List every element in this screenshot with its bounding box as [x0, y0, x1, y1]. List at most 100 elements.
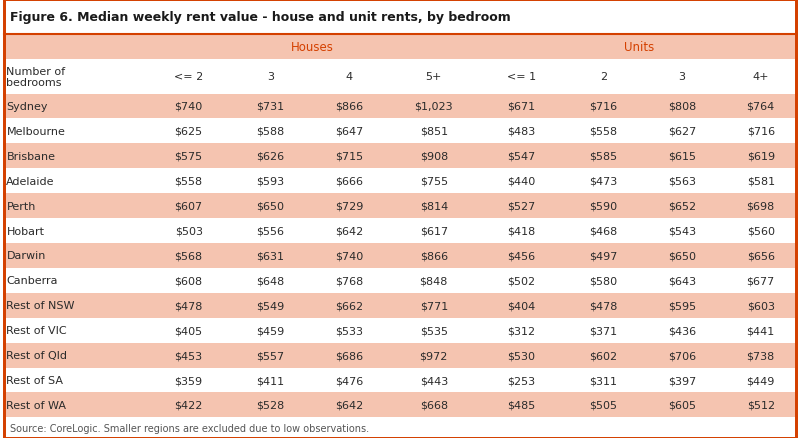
- Text: $771: $771: [420, 300, 448, 311]
- Text: Darwin: Darwin: [6, 251, 46, 261]
- Text: $558: $558: [174, 177, 202, 186]
- Text: $619: $619: [746, 152, 774, 162]
- Text: $668: $668: [420, 400, 448, 410]
- Text: $253: $253: [507, 375, 536, 385]
- Text: $512: $512: [746, 400, 774, 410]
- Text: $755: $755: [420, 177, 448, 186]
- Text: $603: $603: [746, 300, 774, 311]
- Text: $485: $485: [507, 400, 536, 410]
- Bar: [4, 417, 796, 438]
- Text: 3: 3: [678, 72, 686, 82]
- Text: $650: $650: [668, 251, 696, 261]
- Text: $476: $476: [335, 375, 363, 385]
- Text: $543: $543: [668, 226, 696, 236]
- Text: $588: $588: [256, 127, 285, 137]
- Text: $908: $908: [420, 152, 448, 162]
- Text: $866: $866: [335, 102, 363, 112]
- Text: $527: $527: [507, 201, 536, 211]
- Text: $456: $456: [507, 251, 536, 261]
- Text: $585: $585: [590, 152, 618, 162]
- Text: $418: $418: [507, 226, 536, 236]
- Text: $648: $648: [256, 276, 285, 286]
- Text: Houses: Houses: [291, 41, 334, 54]
- Text: $411: $411: [257, 375, 285, 385]
- Text: $593: $593: [257, 177, 285, 186]
- Text: $605: $605: [668, 400, 696, 410]
- Text: $580: $580: [590, 276, 618, 286]
- Text: $558: $558: [590, 127, 618, 137]
- Text: $662: $662: [335, 300, 363, 311]
- Bar: [4, 318, 796, 343]
- Text: $631: $631: [257, 251, 285, 261]
- Text: $505: $505: [590, 400, 618, 410]
- Bar: [0, 0, 800, 35]
- Text: $312: $312: [507, 325, 536, 336]
- Bar: [4, 35, 796, 60]
- Text: $528: $528: [256, 400, 285, 410]
- Text: $738: $738: [746, 350, 775, 360]
- Text: $502: $502: [507, 276, 536, 286]
- Text: $422: $422: [174, 400, 203, 410]
- Text: $478: $478: [590, 300, 618, 311]
- Text: $311: $311: [590, 375, 618, 385]
- Text: 4: 4: [346, 72, 353, 82]
- Text: $478: $478: [174, 300, 203, 311]
- Text: $731: $731: [257, 102, 285, 112]
- Text: $666: $666: [335, 177, 363, 186]
- Text: $547: $547: [507, 152, 536, 162]
- Text: $371: $371: [590, 325, 618, 336]
- Text: $563: $563: [668, 177, 696, 186]
- Text: $740: $740: [174, 102, 202, 112]
- Bar: [4, 244, 796, 268]
- Text: <= 1: <= 1: [507, 72, 536, 82]
- Text: $866: $866: [420, 251, 448, 261]
- Text: $497: $497: [590, 251, 618, 261]
- Bar: [4, 219, 796, 244]
- Text: $590: $590: [590, 201, 618, 211]
- Text: Rest of Qld: Rest of Qld: [6, 350, 67, 360]
- Bar: [4, 268, 796, 293]
- Bar: [4, 60, 796, 94]
- Text: Source: CoreLogic. Smaller regions are excluded due to low observations.: Source: CoreLogic. Smaller regions are e…: [10, 423, 369, 433]
- Text: $626: $626: [257, 152, 285, 162]
- Text: Rest of NSW: Rest of NSW: [6, 300, 75, 311]
- Text: $436: $436: [668, 325, 696, 336]
- Text: Figure 6. Median weekly rent value - house and unit rents, by bedroom: Figure 6. Median weekly rent value - hou…: [10, 11, 510, 24]
- Bar: [4, 169, 796, 194]
- Text: $602: $602: [590, 350, 618, 360]
- Text: $549: $549: [256, 300, 285, 311]
- Text: Canberra: Canberra: [6, 276, 58, 286]
- Text: $443: $443: [420, 375, 448, 385]
- Text: Hobart: Hobart: [6, 226, 45, 236]
- Text: <= 2: <= 2: [174, 72, 203, 82]
- Bar: [4, 94, 796, 119]
- Text: $405: $405: [174, 325, 202, 336]
- Text: $617: $617: [420, 226, 448, 236]
- Text: 4+: 4+: [753, 72, 769, 82]
- Text: 3: 3: [267, 72, 274, 82]
- Text: $698: $698: [746, 201, 775, 211]
- Bar: [4, 194, 796, 219]
- Text: Melbourne: Melbourne: [6, 127, 66, 137]
- Text: Brisbane: Brisbane: [6, 152, 55, 162]
- Text: $972: $972: [419, 350, 448, 360]
- Text: $535: $535: [420, 325, 448, 336]
- Text: $615: $615: [668, 152, 696, 162]
- Bar: [4, 119, 796, 144]
- Text: $397: $397: [668, 375, 696, 385]
- Text: $440: $440: [507, 177, 536, 186]
- Text: Rest of VIC: Rest of VIC: [6, 325, 67, 336]
- Bar: [4, 368, 796, 392]
- Text: Adelaide: Adelaide: [6, 177, 55, 186]
- Text: $656: $656: [746, 251, 774, 261]
- Text: $647: $647: [335, 127, 363, 137]
- Text: $556: $556: [257, 226, 285, 236]
- Text: $581: $581: [746, 177, 774, 186]
- Text: Number of
bedrooms: Number of bedrooms: [6, 67, 66, 88]
- Text: $453: $453: [174, 350, 202, 360]
- Text: Sydney: Sydney: [6, 102, 48, 112]
- Bar: [4, 392, 796, 417]
- Text: $575: $575: [174, 152, 202, 162]
- Text: $441: $441: [746, 325, 775, 336]
- Text: $764: $764: [746, 102, 775, 112]
